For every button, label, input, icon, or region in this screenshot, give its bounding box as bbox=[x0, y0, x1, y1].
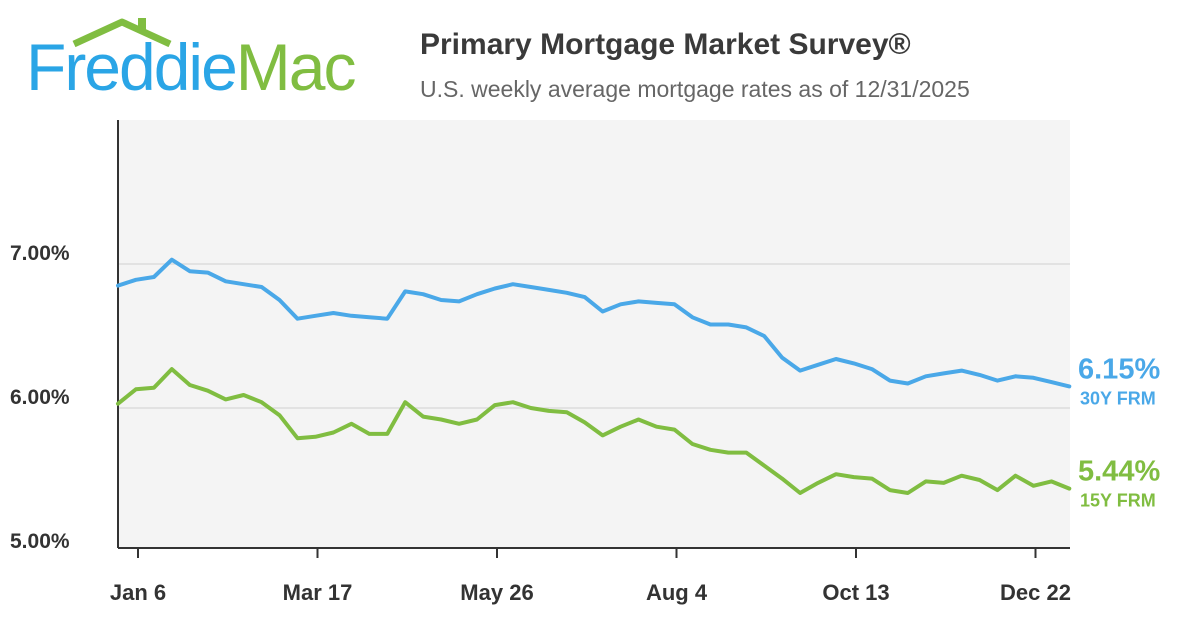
series-end-value: 5.44% bbox=[1078, 456, 1160, 488]
x-tick-label: May 26 bbox=[460, 580, 533, 605]
y-axis-labels: 5.00% 6.00% 7.00% bbox=[10, 242, 70, 553]
logo-text-mac: Mac bbox=[235, 30, 357, 104]
x-tick-label: Aug 4 bbox=[646, 580, 708, 605]
y-tick-label: 5.00% bbox=[10, 530, 70, 553]
series-end-value: 6.15% bbox=[1078, 353, 1160, 385]
y-tick-label: 6.00% bbox=[10, 386, 70, 409]
series-lines bbox=[116, 257, 1072, 495]
x-tick-label: Mar 17 bbox=[283, 580, 353, 605]
series-name-label: 30Y FRM bbox=[1080, 388, 1156, 408]
series-end-labels: 6.15% 30Y FRM 5.44% 15Y FRM bbox=[1078, 353, 1160, 510]
gridlines bbox=[118, 263, 1070, 409]
x-axis: Jan 6 Mar 17 May 26 Aug 4 Oct 13 Dec 22 bbox=[110, 548, 1071, 605]
x-tick-label: Oct 13 bbox=[822, 580, 889, 605]
plot-area bbox=[118, 120, 1070, 548]
y-tick-label: 7.00% bbox=[10, 242, 70, 265]
freddie-mac-logo: FreddieMac bbox=[24, 14, 384, 110]
x-tick-label: Dec 22 bbox=[1000, 580, 1071, 605]
series-line-30y-frm bbox=[116, 257, 1072, 389]
chart-subtitle: U.S. weekly average mortgage rates as of… bbox=[420, 76, 970, 102]
logo-wordmark: FreddieMac bbox=[26, 34, 356, 100]
x-tick-label: Jan 6 bbox=[110, 580, 166, 605]
chart-title: Primary Mortgage Market Survey® bbox=[420, 28, 911, 61]
logo-text-freddie: Freddie bbox=[26, 30, 238, 104]
series-name-label: 15Y FRM bbox=[1080, 491, 1156, 511]
house-roof-icon bbox=[72, 18, 172, 48]
series-line-15y-frm bbox=[116, 367, 1072, 495]
